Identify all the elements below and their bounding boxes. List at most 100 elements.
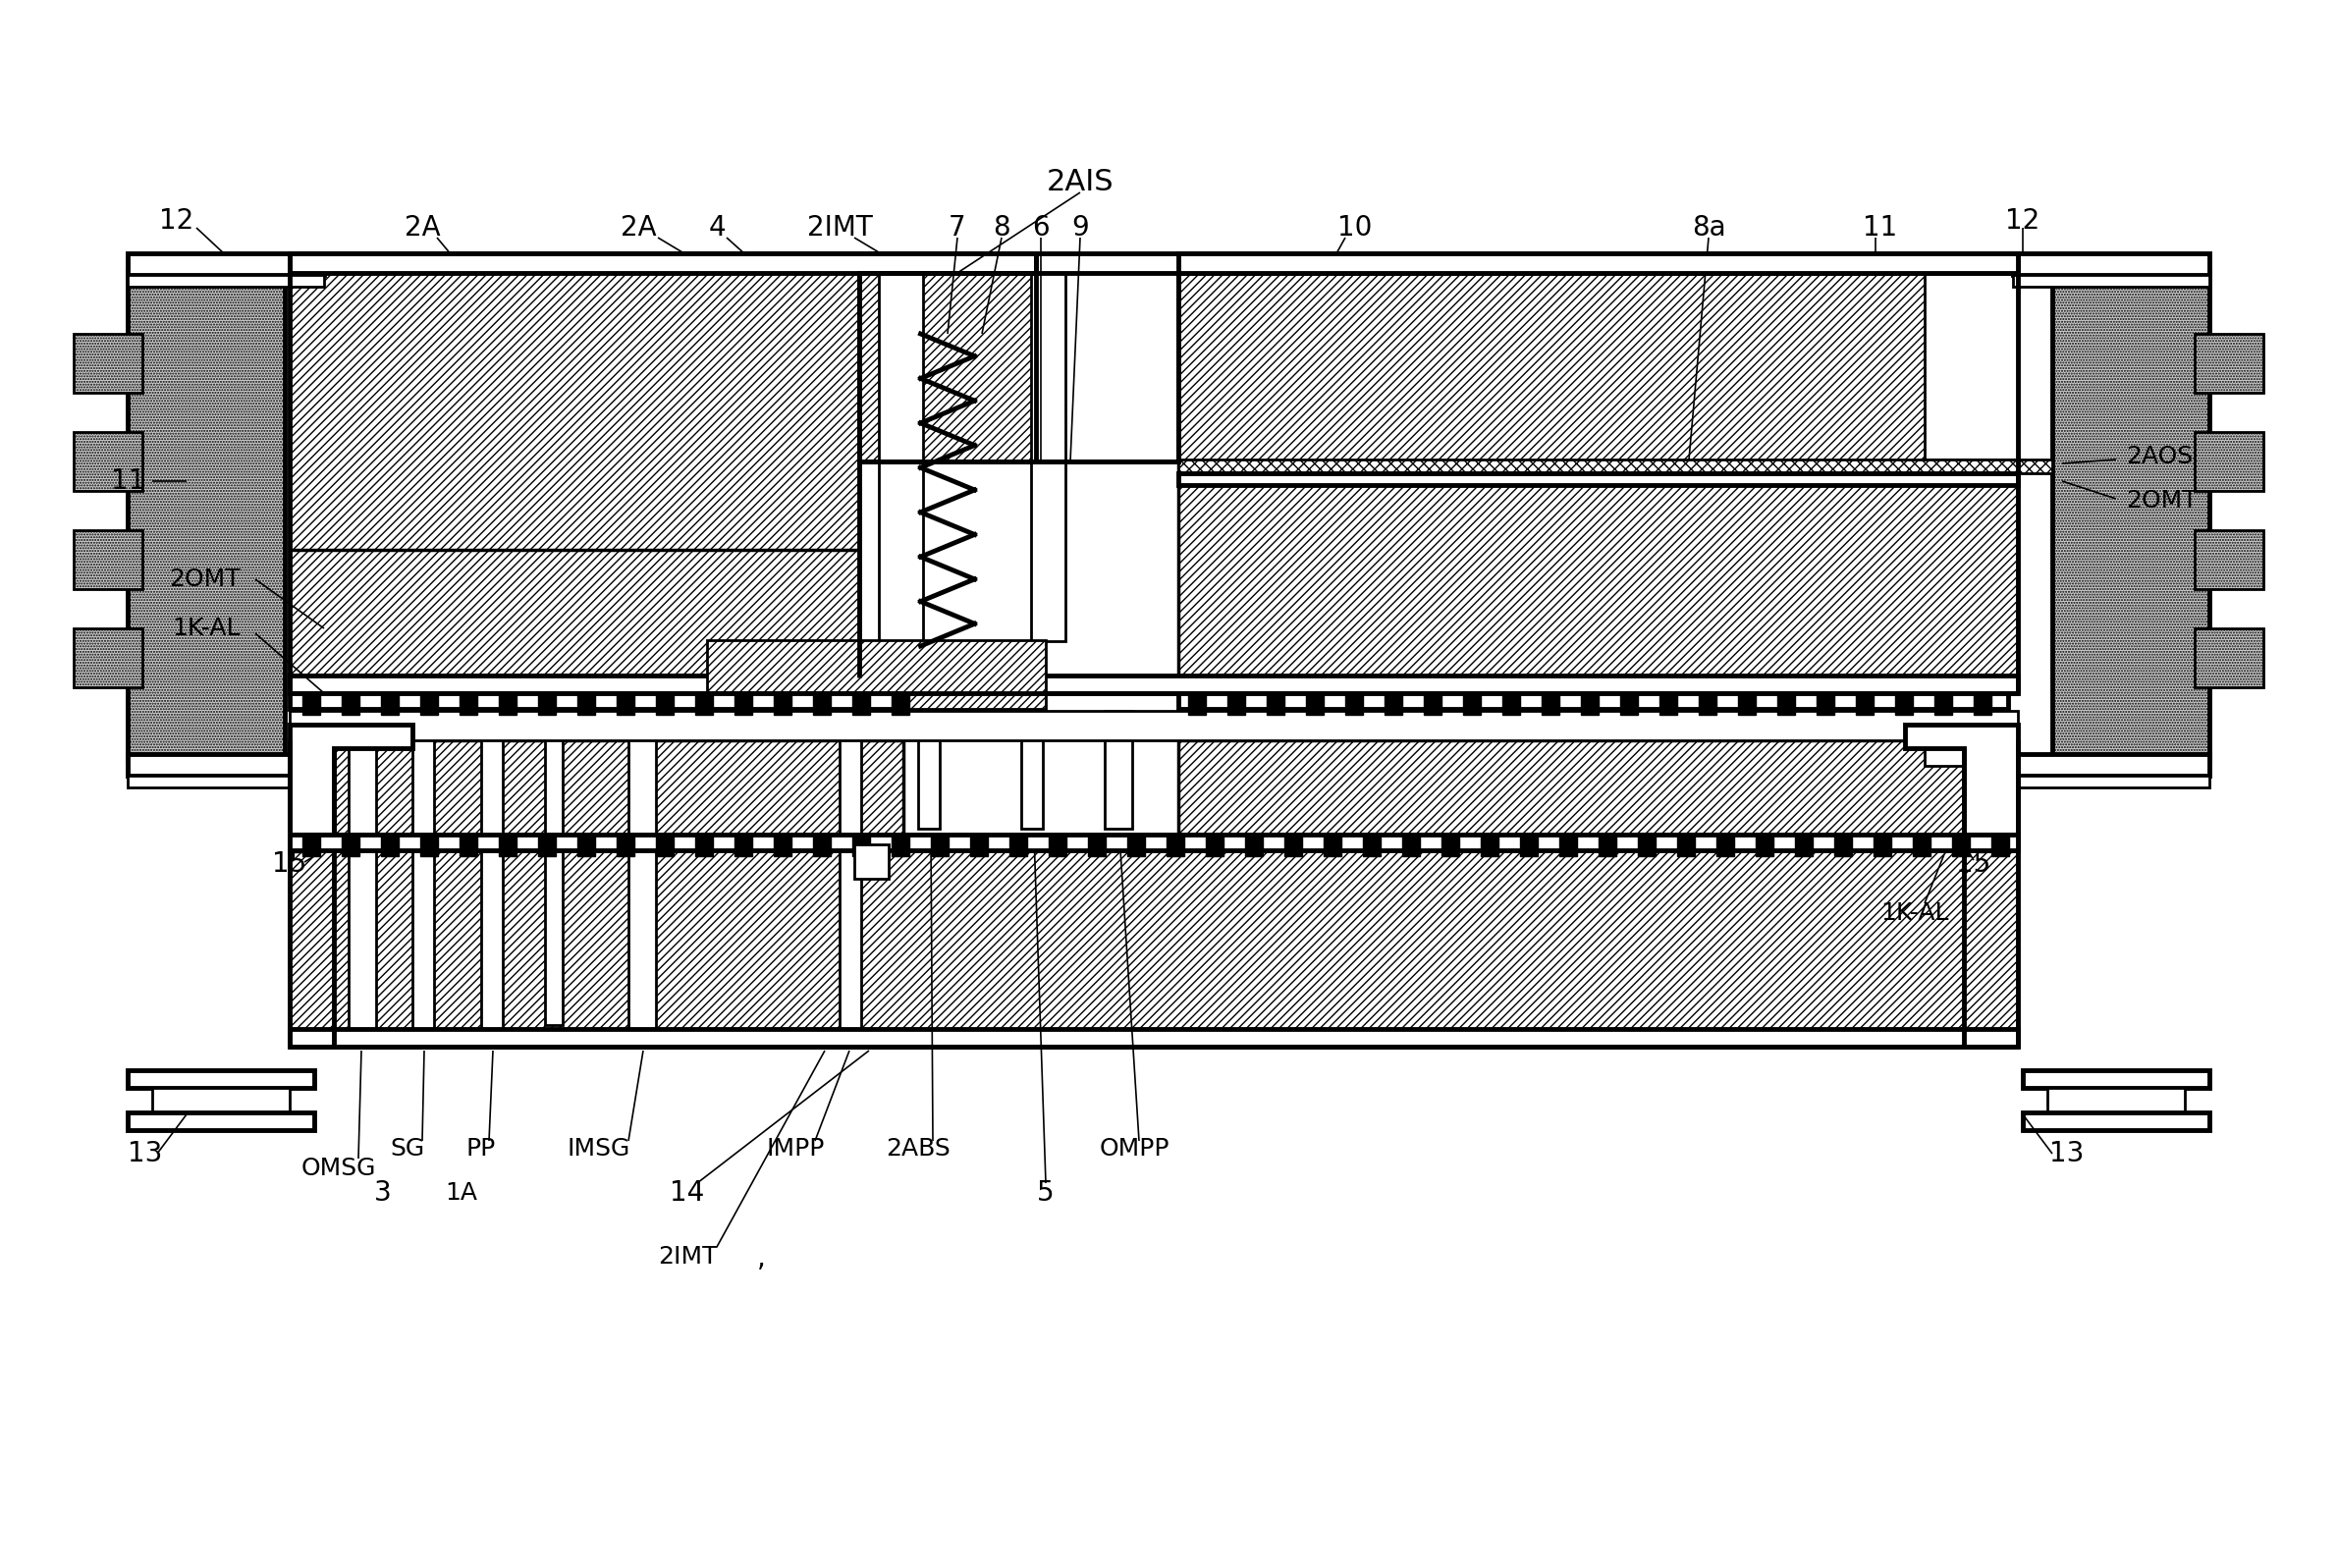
Text: IMSG: IMSG — [568, 1137, 631, 1160]
Bar — [538, 837, 556, 856]
Bar — [1580, 695, 1599, 715]
Bar — [1503, 695, 1520, 715]
Bar — [152, 1088, 290, 1112]
Polygon shape — [290, 724, 411, 845]
Bar — [1992, 837, 2008, 856]
Bar — [1104, 710, 1132, 828]
Bar — [1384, 695, 1403, 715]
Bar — [706, 640, 1045, 709]
Bar — [1934, 695, 1952, 715]
Text: 2AOS: 2AOS — [2125, 445, 2193, 469]
Bar — [1344, 695, 1363, 715]
Bar — [2195, 334, 2263, 392]
Bar — [2195, 530, 2263, 590]
Bar — [1443, 837, 1459, 856]
Bar — [734, 837, 753, 856]
Bar — [302, 695, 320, 715]
Text: 2IMT: 2IMT — [807, 215, 872, 241]
Bar — [2013, 776, 2209, 787]
Text: 9: 9 — [1071, 215, 1090, 241]
Bar — [421, 695, 437, 715]
Bar — [1363, 837, 1382, 856]
Text: 3: 3 — [374, 1179, 393, 1207]
Bar — [290, 710, 2018, 740]
Text: 6: 6 — [1031, 215, 1050, 241]
Bar — [1206, 837, 1223, 856]
Bar — [129, 254, 325, 274]
Bar — [129, 1112, 313, 1131]
Polygon shape — [290, 834, 2018, 1030]
Bar — [970, 837, 989, 856]
Text: 7: 7 — [949, 215, 966, 241]
Bar — [290, 254, 2018, 273]
Bar — [348, 710, 376, 1035]
Bar — [919, 710, 940, 828]
Bar — [853, 845, 888, 878]
Bar — [1010, 837, 1026, 856]
Bar — [2013, 274, 2209, 287]
Bar — [1639, 837, 1655, 856]
Polygon shape — [290, 273, 1036, 677]
Bar — [302, 837, 320, 856]
Bar — [129, 1071, 313, 1088]
Bar — [129, 776, 325, 787]
Bar — [482, 710, 503, 1030]
Bar — [290, 834, 2018, 850]
Bar — [1952, 837, 1971, 856]
Text: 11: 11 — [1863, 215, 1898, 241]
Text: 2ABS: 2ABS — [886, 1137, 949, 1160]
Bar — [1127, 837, 1146, 856]
Bar — [290, 676, 858, 693]
Text: OMSG: OMSG — [302, 1157, 376, 1181]
Text: PP: PP — [465, 1137, 496, 1160]
Polygon shape — [290, 740, 902, 834]
Bar — [1716, 837, 1735, 856]
Polygon shape — [1924, 273, 2018, 459]
Bar — [1022, 710, 1043, 828]
Bar — [129, 274, 325, 287]
Bar — [694, 695, 713, 715]
Bar — [72, 629, 143, 687]
Bar — [129, 270, 285, 760]
Bar — [498, 695, 517, 715]
Bar — [1323, 837, 1342, 856]
Text: 2A: 2A — [620, 215, 657, 241]
Text: 8a: 8a — [1693, 215, 1725, 241]
Text: 1A: 1A — [444, 1181, 477, 1204]
Bar — [381, 695, 400, 715]
Bar — [629, 710, 657, 1030]
Bar — [2013, 754, 2209, 776]
Bar — [1087, 837, 1106, 856]
Text: 13: 13 — [129, 1140, 164, 1168]
Bar — [891, 695, 909, 715]
Bar — [2013, 254, 2209, 274]
Bar — [2053, 270, 2209, 760]
Bar — [411, 710, 435, 1030]
Bar — [734, 695, 753, 715]
Bar — [1464, 695, 1480, 715]
Bar — [1167, 837, 1185, 856]
Bar — [1912, 837, 1931, 856]
Text: 12: 12 — [2006, 207, 2041, 235]
Bar — [129, 754, 325, 776]
Bar — [774, 695, 793, 715]
Text: 14: 14 — [671, 1179, 704, 1207]
Text: 2A: 2A — [404, 215, 440, 241]
Text: 1K-AL: 1K-AL — [173, 616, 241, 640]
Bar — [72, 334, 143, 392]
Bar — [879, 273, 924, 641]
Bar — [1873, 837, 1891, 856]
Bar — [1973, 695, 1992, 715]
Bar — [657, 695, 673, 715]
Text: OMPP: OMPP — [1099, 1137, 1169, 1160]
Bar — [1559, 837, 1578, 856]
Bar — [1227, 695, 1246, 715]
Bar — [341, 695, 360, 715]
Bar — [1796, 837, 1812, 856]
Bar — [381, 837, 400, 856]
Bar — [1178, 459, 2053, 474]
Bar — [1700, 695, 1716, 715]
Bar — [1178, 693, 2008, 709]
Text: 12: 12 — [159, 207, 194, 235]
Bar — [290, 676, 2018, 693]
